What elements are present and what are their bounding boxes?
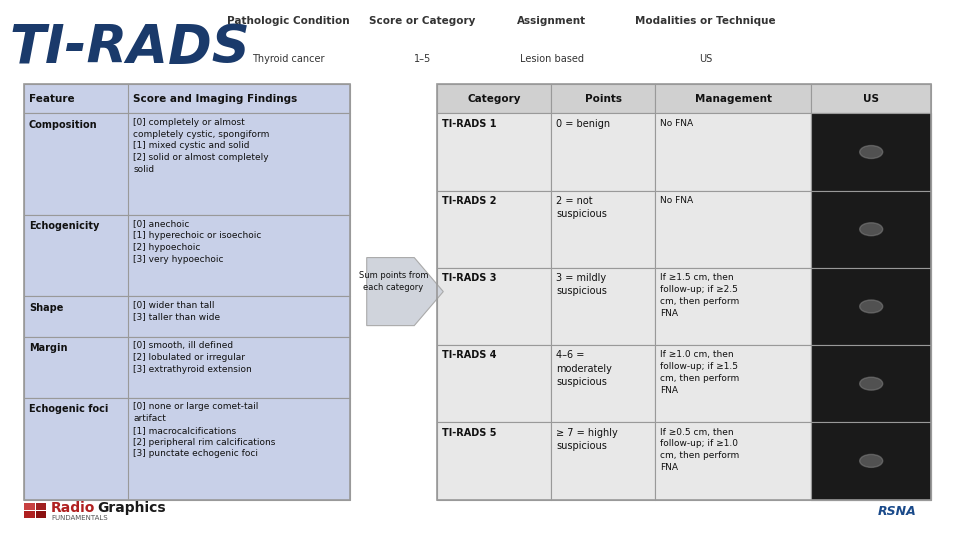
- Text: 3 = mildly
suspicious: 3 = mildly suspicious: [556, 273, 607, 296]
- FancyBboxPatch shape: [24, 113, 350, 215]
- Text: TI-RADS: TI-RADS: [10, 22, 251, 73]
- Text: Category: Category: [468, 93, 520, 104]
- Text: 1–5: 1–5: [414, 54, 431, 64]
- FancyBboxPatch shape: [811, 345, 931, 422]
- Text: Lesion based: Lesion based: [520, 54, 584, 64]
- Text: No FNA: No FNA: [660, 196, 693, 205]
- Text: [0] completely or almost
completely cystic, spongiform
[1] mixed cystic and soli: [0] completely or almost completely cyst…: [133, 118, 270, 174]
- FancyBboxPatch shape: [655, 191, 811, 268]
- FancyBboxPatch shape: [811, 191, 931, 268]
- FancyBboxPatch shape: [551, 84, 655, 113]
- Text: Points: Points: [585, 93, 622, 104]
- FancyBboxPatch shape: [24, 503, 35, 510]
- Text: RSNA: RSNA: [878, 505, 917, 518]
- FancyBboxPatch shape: [24, 511, 35, 518]
- FancyBboxPatch shape: [24, 296, 350, 337]
- FancyBboxPatch shape: [811, 84, 931, 113]
- FancyBboxPatch shape: [811, 422, 931, 500]
- Text: Margin: Margin: [29, 343, 67, 353]
- FancyBboxPatch shape: [437, 191, 551, 268]
- FancyBboxPatch shape: [811, 191, 931, 268]
- Text: 2 = not
suspicious: 2 = not suspicious: [556, 196, 607, 219]
- Text: Assignment: Assignment: [517, 16, 587, 26]
- Text: TI-RADS 3: TI-RADS 3: [442, 273, 496, 284]
- FancyBboxPatch shape: [811, 113, 931, 191]
- FancyBboxPatch shape: [811, 268, 931, 345]
- Text: TI-RADS 1: TI-RADS 1: [442, 119, 496, 129]
- FancyBboxPatch shape: [24, 84, 350, 113]
- FancyBboxPatch shape: [551, 113, 655, 191]
- Circle shape: [859, 300, 882, 313]
- FancyBboxPatch shape: [551, 268, 655, 345]
- FancyBboxPatch shape: [437, 422, 551, 500]
- FancyBboxPatch shape: [437, 84, 551, 113]
- FancyBboxPatch shape: [551, 422, 655, 500]
- FancyBboxPatch shape: [811, 113, 931, 191]
- FancyBboxPatch shape: [24, 337, 350, 398]
- Text: Echogenicity: Echogenicity: [29, 221, 99, 232]
- Text: US: US: [863, 93, 879, 104]
- Text: If ≥1.5 cm, then
follow-up; if ≥2.5
cm, then perform
FNA: If ≥1.5 cm, then follow-up; if ≥2.5 cm, …: [660, 273, 739, 318]
- Text: [0] none or large comet-tail
artifact
[1] macrocalcifications
[2] peripheral rim: [0] none or large comet-tail artifact [1…: [133, 402, 276, 458]
- FancyBboxPatch shape: [655, 268, 811, 345]
- Text: Score and Imaging Findings: Score and Imaging Findings: [133, 93, 298, 104]
- Text: No FNA: No FNA: [660, 119, 693, 128]
- Text: Shape: Shape: [29, 303, 63, 313]
- Text: FUNDAMENTALS: FUNDAMENTALS: [51, 515, 108, 521]
- Text: [0] anechoic
[1] hyperechoic or isoechoic
[2] hypoechoic
[3] very hypoechoic: [0] anechoic [1] hyperechoic or isoechoi…: [133, 219, 262, 264]
- Text: US: US: [699, 54, 712, 64]
- FancyBboxPatch shape: [36, 511, 46, 518]
- FancyBboxPatch shape: [24, 398, 350, 500]
- Text: TI-RADS 2: TI-RADS 2: [442, 196, 496, 206]
- Text: Score or Category: Score or Category: [370, 16, 475, 26]
- Text: Composition: Composition: [29, 120, 97, 130]
- Text: Management: Management: [695, 93, 772, 104]
- Text: TI-RADS 5: TI-RADS 5: [442, 428, 496, 438]
- Text: Pathologic Condition: Pathologic Condition: [227, 16, 349, 26]
- Text: If ≥1.0 cm, then
follow-up; if ≥1.5
cm, then perform
FNA: If ≥1.0 cm, then follow-up; if ≥1.5 cm, …: [660, 350, 739, 395]
- Text: ≥ 7 = highly
suspicious: ≥ 7 = highly suspicious: [556, 428, 617, 451]
- FancyBboxPatch shape: [24, 215, 350, 296]
- Text: 4–6 =
moderately
suspicious: 4–6 = moderately suspicious: [556, 350, 612, 387]
- Circle shape: [859, 146, 882, 159]
- FancyBboxPatch shape: [437, 268, 551, 345]
- FancyBboxPatch shape: [811, 268, 931, 345]
- Text: [0] smooth, ill defined
[2] lobulated or irregular
[3] extrathyroid extension: [0] smooth, ill defined [2] lobulated or…: [133, 341, 252, 374]
- Text: 0 = benign: 0 = benign: [556, 119, 611, 129]
- FancyBboxPatch shape: [551, 191, 655, 268]
- Text: Sum points from
each category: Sum points from each category: [359, 272, 428, 292]
- Text: Echogenic foci: Echogenic foci: [29, 404, 108, 414]
- Circle shape: [859, 455, 882, 468]
- Text: If ≥0.5 cm, then
follow-up; if ≥1.0
cm, then perform
FNA: If ≥0.5 cm, then follow-up; if ≥1.0 cm, …: [660, 428, 739, 472]
- FancyBboxPatch shape: [437, 345, 551, 422]
- FancyBboxPatch shape: [811, 422, 931, 500]
- FancyBboxPatch shape: [655, 422, 811, 500]
- Text: TI-RADS 4: TI-RADS 4: [442, 350, 496, 361]
- Text: [0] wider than tall
[3] taller than wide: [0] wider than tall [3] taller than wide: [133, 301, 221, 321]
- Text: Modalities or Technique: Modalities or Technique: [636, 16, 776, 26]
- FancyBboxPatch shape: [655, 113, 811, 191]
- Circle shape: [859, 377, 882, 390]
- Text: Graphics: Graphics: [97, 501, 165, 515]
- FancyBboxPatch shape: [655, 345, 811, 422]
- FancyBboxPatch shape: [811, 345, 931, 422]
- FancyBboxPatch shape: [36, 503, 46, 510]
- FancyBboxPatch shape: [437, 113, 551, 191]
- FancyBboxPatch shape: [551, 345, 655, 422]
- FancyBboxPatch shape: [655, 84, 811, 113]
- Text: Feature: Feature: [29, 93, 75, 104]
- Polygon shape: [367, 258, 444, 326]
- Text: Radio: Radio: [51, 501, 95, 515]
- Circle shape: [859, 223, 882, 236]
- Text: Thyroid cancer: Thyroid cancer: [252, 54, 324, 64]
